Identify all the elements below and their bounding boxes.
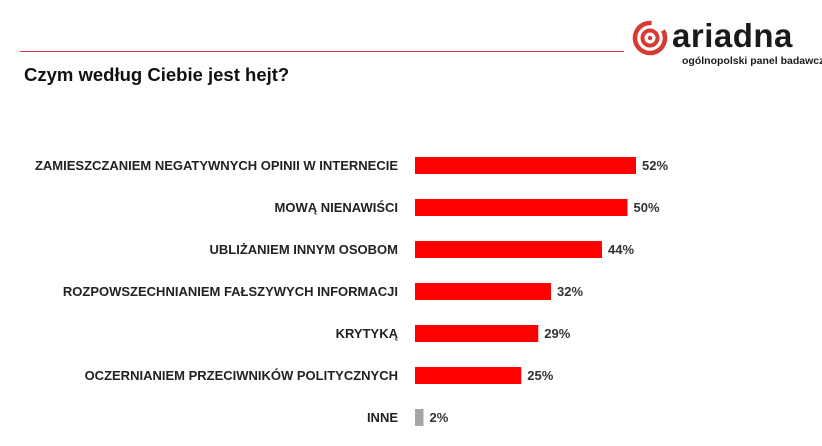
category-label: UBLIŻANIEM INNYM OSOBOM <box>210 242 399 257</box>
value-label: 50% <box>634 200 660 215</box>
value-label: 44% <box>608 242 634 257</box>
value-label: 2% <box>430 410 449 425</box>
value-label: 29% <box>544 326 570 341</box>
bar <box>415 199 628 216</box>
brand-logo: ariadna ogólnopolski panel badawczy <box>632 17 822 70</box>
bar <box>415 157 636 174</box>
ariadna-logo-icon <box>632 20 668 56</box>
category-label: ZAMIESZCZANIEM NEGATYWNYCH OPINII W INTE… <box>35 158 398 173</box>
brand-wordmark: ariadna <box>672 17 793 54</box>
value-label: 52% <box>642 158 668 173</box>
category-label: ROZPOWSZECHNIANIEM FAŁSZYWYCH INFORMACJI <box>63 284 398 299</box>
category-label: MOWĄ NIENAWIŚCI <box>275 200 399 215</box>
category-label: INNE <box>367 410 398 425</box>
bar <box>415 241 602 258</box>
value-label: 32% <box>557 284 583 299</box>
category-label: KRYTYKĄ <box>336 326 399 341</box>
category-label: OCZERNIANIEM PRZECIWNIKÓW POLITYCZNYCH <box>85 368 398 383</box>
brand-tagline: ogólnopolski panel badawczy <box>682 55 822 67</box>
header-rule <box>20 51 624 52</box>
page-title: Czym według Ciebie jest hejt? <box>24 64 290 85</box>
bar <box>415 325 539 342</box>
bar <box>415 367 522 384</box>
value-label: 25% <box>527 368 553 383</box>
bar <box>415 409 424 426</box>
bar <box>415 283 551 300</box>
